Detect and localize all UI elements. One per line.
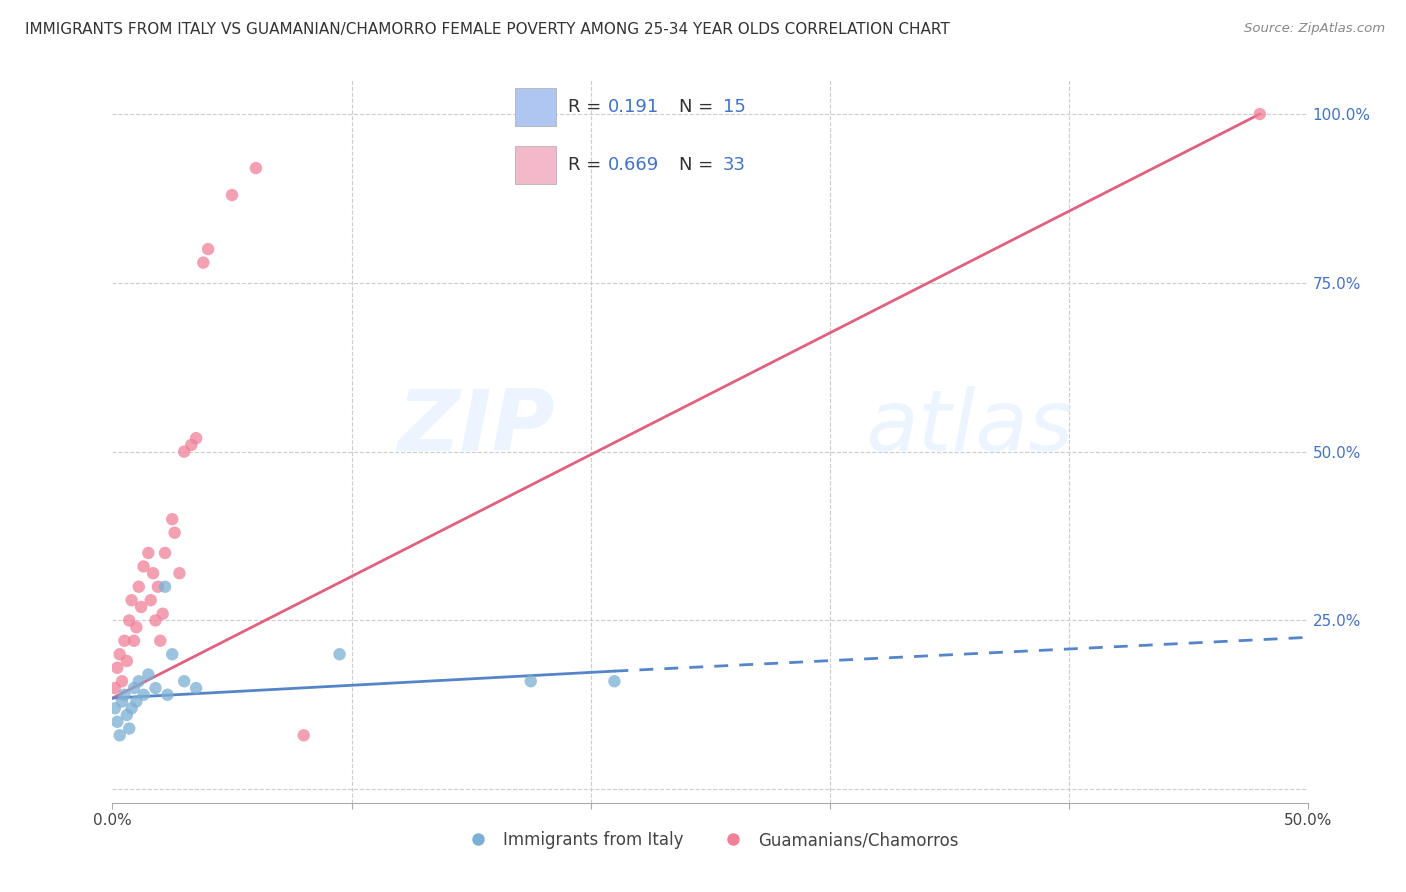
Point — [186, 431, 208, 445]
Point — [132, 559, 155, 574]
Point — [139, 593, 162, 607]
Point — [138, 667, 160, 681]
Text: R =: R = — [568, 156, 607, 174]
Point — [173, 674, 195, 689]
Point — [163, 525, 186, 540]
Text: ZIP: ZIP — [396, 385, 554, 468]
Point — [146, 580, 169, 594]
Bar — [516, 87, 555, 127]
Point — [128, 674, 150, 689]
Point — [104, 701, 127, 715]
Point — [108, 647, 131, 661]
Point — [122, 633, 145, 648]
Point — [145, 681, 167, 695]
Text: 33: 33 — [723, 156, 745, 174]
Point — [603, 674, 626, 689]
Point — [156, 688, 179, 702]
Point — [122, 681, 145, 695]
Point — [138, 546, 160, 560]
Text: Source: ZipAtlas.com: Source: ZipAtlas.com — [1244, 22, 1385, 36]
Point — [105, 661, 128, 675]
Point — [108, 728, 131, 742]
Point — [129, 599, 152, 614]
Point — [173, 444, 195, 458]
Point — [142, 566, 165, 581]
Text: 15: 15 — [723, 98, 745, 116]
Point — [114, 688, 135, 702]
Point — [111, 694, 134, 708]
Bar — [516, 145, 555, 185]
Point — [329, 647, 352, 661]
Text: IMMIGRANTS FROM ITALY VS GUAMANIAN/CHAMORRO FEMALE POVERTY AMONG 25-34 YEAR OLDS: IMMIGRANTS FROM ITALY VS GUAMANIAN/CHAMO… — [25, 22, 950, 37]
Point — [169, 566, 191, 581]
Point — [186, 681, 208, 695]
Text: R =: R = — [568, 98, 607, 116]
Point — [121, 593, 143, 607]
Point — [125, 620, 148, 634]
Point — [105, 714, 128, 729]
Point — [520, 674, 543, 689]
Point — [1249, 107, 1271, 121]
Point — [115, 654, 138, 668]
Point — [221, 188, 243, 202]
Point — [104, 681, 127, 695]
Point — [197, 242, 219, 256]
Point — [115, 708, 138, 723]
Point — [132, 688, 155, 702]
Legend: Immigrants from Italy, Guamanians/Chamorros: Immigrants from Italy, Guamanians/Chamor… — [454, 824, 966, 856]
Text: atlas: atlas — [866, 385, 1073, 468]
Point — [121, 701, 143, 715]
Point — [149, 633, 172, 648]
Text: N =: N = — [679, 156, 720, 174]
Text: 0.669: 0.669 — [609, 156, 659, 174]
Point — [145, 614, 167, 628]
Point — [162, 512, 183, 526]
Point — [128, 580, 150, 594]
Text: N =: N = — [679, 98, 720, 116]
Point — [118, 614, 141, 628]
Point — [162, 647, 183, 661]
Point — [193, 255, 215, 269]
Point — [245, 161, 267, 175]
Point — [118, 722, 141, 736]
Point — [292, 728, 315, 742]
Point — [111, 674, 134, 689]
Point — [153, 580, 176, 594]
Text: 0.191: 0.191 — [609, 98, 659, 116]
Point — [114, 633, 135, 648]
Point — [125, 694, 148, 708]
Point — [180, 438, 202, 452]
Point — [152, 607, 174, 621]
Point — [153, 546, 176, 560]
